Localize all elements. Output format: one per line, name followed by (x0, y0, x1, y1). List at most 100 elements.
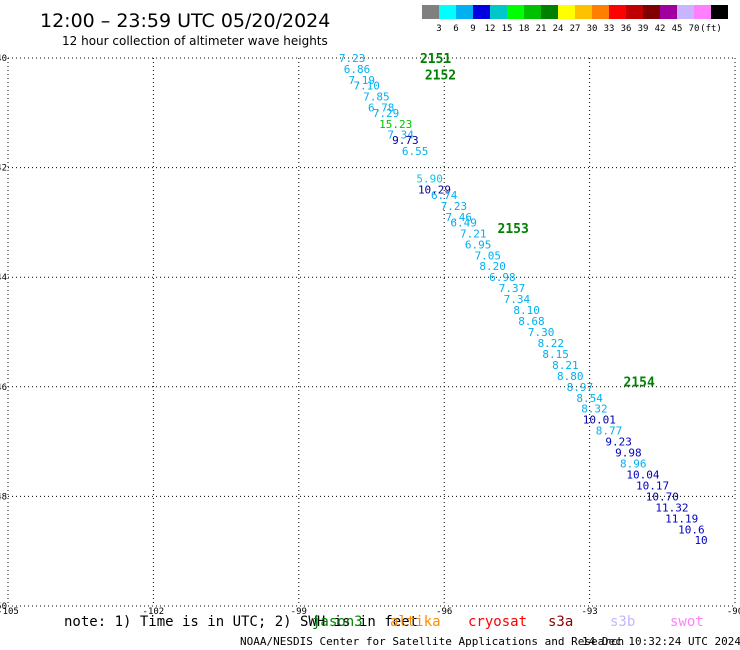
axes: -105 -102 -99 -96 -93 -90 -40 -42 -44 -46 -48 -50 (0, 54, 740, 617)
legend-swatch (643, 5, 660, 19)
swh-value: 10.6 (678, 523, 705, 536)
swh-value: 11.19 (665, 512, 698, 525)
y-tick-label: -42 (0, 164, 7, 174)
legend-swatch (456, 5, 473, 19)
legend-swatch (626, 5, 643, 19)
swh-value: 9.73 (392, 134, 419, 147)
satellite-label: s3b (610, 614, 635, 630)
legend-swatch (677, 5, 694, 19)
swh-value: 7.05 (475, 249, 502, 262)
swh-value: 8.21 (552, 359, 579, 372)
swh-value: 9.98 (615, 447, 642, 460)
legend-label: 15 (502, 24, 513, 34)
legend-label: 21 (536, 24, 547, 34)
footnote: note: 1) Time is in UTC; 2) SWH is in fe… (64, 614, 418, 630)
chart-title: 12:00 – 23:59 UTC 05/20/2024 (40, 10, 330, 32)
y-tick-label: -46 (0, 383, 7, 393)
legend-label: 18 (519, 24, 530, 34)
x-tick-label: -105 (0, 607, 19, 617)
swh-value: 7.34 (504, 293, 531, 306)
y-tick-label: -40 (0, 54, 7, 64)
swh-value: 7.46 (445, 211, 472, 224)
swh-value: 7.19 (349, 74, 376, 87)
legend-swatch (592, 5, 609, 19)
x-tick-label: -99 (291, 607, 307, 617)
swh-value: 6.86 (344, 63, 371, 76)
swh-value: 6.98 (489, 271, 516, 284)
swh-value: 10.70 (646, 490, 679, 503)
legend-swatch (575, 5, 592, 19)
legend-swatch (558, 5, 575, 19)
swh-value: 7.10 (353, 79, 380, 92)
swh-value: 8.10 (513, 304, 540, 317)
legend-label: 27 (570, 24, 581, 34)
swh-value: 7.21 (460, 227, 487, 240)
swh-value: 8.97 (567, 381, 594, 394)
legend-label: 70 (689, 24, 700, 34)
timestamp-text: 14 Dec 10:32:24 UTC 2024 (582, 635, 740, 648)
swh-value: 6.49 (450, 216, 477, 229)
swh-value: 11.32 (655, 501, 688, 514)
color-legend: 3 6 9 12 15 18 21 24 27 30 33 36 39 42 45 70 (ft) (422, 5, 728, 34)
swh-value: 5.90 (416, 173, 443, 186)
x-tick-label: -93 (581, 607, 597, 617)
legend-label: 24 (553, 24, 564, 34)
swh-value: 15.23 (379, 118, 412, 131)
legend-label: 12 (485, 24, 496, 34)
legend-label: 36 (621, 24, 632, 34)
grid (7, 57, 736, 607)
legend-swatch (660, 5, 677, 19)
legend-swatch (694, 5, 711, 19)
satellite-label: altika (390, 614, 441, 630)
swh-value: 10.01 (583, 414, 616, 427)
x-tick-label: -102 (143, 607, 165, 617)
swh-value: 8.77 (596, 425, 623, 438)
swh-value: 7.34 (387, 129, 414, 142)
legend-label: (ft) (700, 24, 722, 34)
swh-value: 8.54 (576, 392, 603, 405)
swh-value: 8.22 (538, 337, 565, 350)
swh-value: 6.78 (368, 101, 395, 114)
satellite-legend: jason3 altika cryosat s3a s3b swot (312, 614, 704, 630)
legend-label: 39 (638, 24, 649, 34)
swh-value: 7.23 (441, 200, 468, 213)
swh-value: 6.95 (465, 238, 492, 251)
swh-value: 7.29 (373, 107, 400, 120)
swh-value: 7.23 (339, 52, 366, 65)
y-tick-label: -50 (0, 602, 7, 612)
time-label: 2152 (425, 68, 456, 83)
legend-swatch (490, 5, 507, 19)
legend-swatch (609, 5, 626, 19)
satellite-label: s3a (548, 614, 573, 630)
swh-value: 8.32 (581, 403, 608, 416)
credit-text: NOAA/NESDIS Center for Satellite Applica… (240, 635, 624, 648)
swh-value: 9.23 (605, 436, 632, 449)
swh-value: 7.85 (363, 90, 390, 103)
swh-value: 8.68 (518, 315, 545, 328)
legend-label: 42 (655, 24, 666, 34)
swh-value: 8.80 (557, 370, 584, 383)
swh-value: 8.15 (542, 348, 569, 361)
legend-swatch (439, 5, 456, 19)
satellite-label: jason3 (312, 614, 363, 630)
legend-label: 9 (470, 24, 475, 34)
legend-label: 45 (672, 24, 683, 34)
legend-label: 33 (604, 24, 615, 34)
time-label: 2154 (624, 375, 655, 390)
x-tick-label: -90 (727, 607, 740, 617)
time-label: 2153 (498, 222, 529, 237)
legend-swatch (524, 5, 541, 19)
swh-value: 10.04 (626, 468, 659, 481)
x-tick-label: -96 (436, 607, 452, 617)
legend-label: 3 (436, 24, 441, 34)
swh-value: 10.17 (636, 479, 669, 492)
swh-value: 8.20 (479, 260, 506, 273)
satellite-label: swot (670, 614, 704, 630)
swh-value: 8.96 (620, 458, 647, 471)
swh-value: 7.30 (528, 326, 555, 339)
legend-swatch (541, 5, 558, 19)
legend-swatch (473, 5, 490, 19)
swh-value: 6.55 (402, 145, 429, 158)
